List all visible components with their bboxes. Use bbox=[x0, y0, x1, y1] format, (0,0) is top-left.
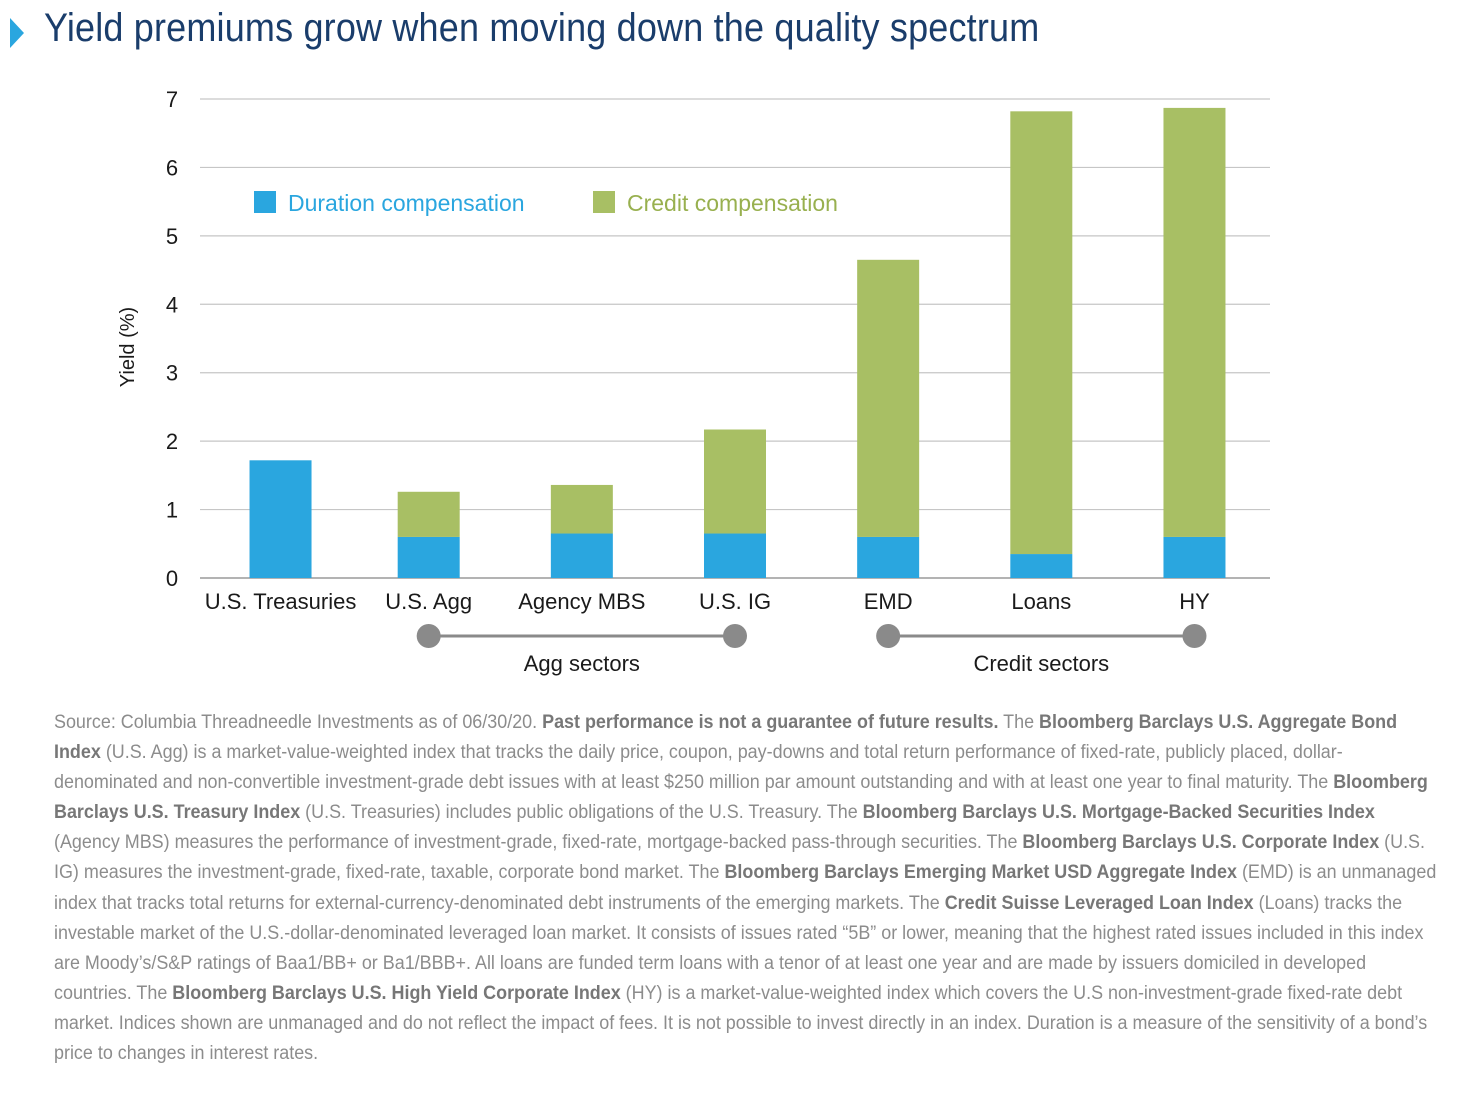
source-note-text: (U.S. Treasuries) includes public obliga… bbox=[300, 802, 863, 824]
x-tick-label: U.S. IG bbox=[699, 589, 771, 614]
source-note-bold-text: Past performance is not a guarantee of f… bbox=[542, 712, 999, 733]
stacked-bar-chart: 0 1 2 3 4 5 6 7 Yield (%) U.S. Treasuries U.S. A… bbox=[117, 87, 1270, 676]
duration-bar-hy bbox=[1163, 536, 1226, 578]
group-bracket-dot bbox=[876, 624, 901, 648]
source-note-bold-text: Credit Suisse Leveraged Loan Index bbox=[944, 892, 1254, 914]
source-note-text: Source: Columbia Threadneedle Investment… bbox=[54, 712, 543, 733]
chart-header: Yield premiums grow when moving down the… bbox=[0, 0, 1458, 70]
source-note-bold-text: Bloomberg Barclays Emerging Market USD A… bbox=[724, 862, 1237, 884]
x-tick-label: HY bbox=[1179, 589, 1210, 614]
group-bracket-dot bbox=[723, 624, 747, 648]
source-note-bold-text: Bloomberg Barclays U.S. High Yield Corpo… bbox=[172, 982, 621, 1004]
source-note-bold-text: Bloomberg Barclays U.S. Aggregate Bond I… bbox=[54, 712, 1398, 764]
legend-swatch bbox=[593, 191, 615, 213]
source-note-bold-text: Bloomberg Barclays U.S. Treasury Index bbox=[54, 772, 1428, 824]
y-tick-label: 0 bbox=[166, 566, 178, 591]
duration-bar-emd bbox=[857, 536, 920, 578]
group-label: Agg sectors bbox=[524, 651, 640, 676]
y-tick-label: 4 bbox=[166, 292, 178, 317]
x-tick-label: Loans bbox=[1011, 589, 1071, 614]
y-tick-label: 6 bbox=[166, 155, 178, 180]
credit-bar-agency-mbs bbox=[550, 484, 613, 534]
source-note-text: (U.S. IG) measures the investment-grade,… bbox=[54, 832, 1426, 884]
y-axis-ticks: 0 1 2 3 4 5 6 7 bbox=[166, 87, 178, 591]
y-tick-label: 1 bbox=[166, 498, 178, 523]
y-tick-label: 2 bbox=[166, 429, 178, 454]
group-label: Credit sectors bbox=[973, 651, 1109, 676]
source-note-bold-text: Bloomberg Barclays U.S. Corporate Index bbox=[1022, 832, 1380, 854]
credit-bar-emd bbox=[857, 259, 920, 537]
sector-groups: Agg sectors Credit sectors bbox=[416, 624, 1207, 676]
legend-label: Credit compensation bbox=[627, 190, 838, 216]
legend-label: Duration compensation bbox=[288, 190, 525, 216]
credit-bar-u-s-ig bbox=[704, 429, 766, 534]
x-tick-label: U.S. Treasuries bbox=[205, 589, 357, 614]
source-note-text: The bbox=[998, 712, 1040, 733]
credit-bar-u-s-agg bbox=[397, 491, 460, 537]
group-bracket-dot bbox=[416, 624, 441, 648]
gridlines bbox=[200, 98, 1270, 579]
legend: Duration compensation Credit compensation bbox=[254, 190, 838, 216]
credit-bar-hy bbox=[1163, 107, 1226, 537]
x-tick-label: U.S. Agg bbox=[385, 589, 472, 614]
source-note-text: (EMD) is an unmanaged index that tracks … bbox=[54, 862, 1437, 914]
source-note-text: (U.S. Agg) is a market-value-weighted in… bbox=[54, 742, 1343, 794]
bars bbox=[249, 107, 1226, 578]
duration-bar-loans bbox=[1010, 554, 1073, 578]
duration-bar-u-s-agg bbox=[397, 536, 460, 578]
x-tick-label: Agency MBS bbox=[518, 589, 645, 614]
duration-bar-u-s-treasuries bbox=[249, 460, 312, 578]
x-axis-labels: U.S. Treasuries U.S. Agg Agency MBS U.S. IG… bbox=[205, 589, 1210, 614]
y-tick-label: 5 bbox=[166, 224, 178, 249]
duration-bar-u-s-ig bbox=[704, 533, 766, 578]
y-tick-label: 7 bbox=[166, 87, 178, 112]
source-note-bold-text: Bloomberg Barclays U.S. Mortgage-Backed … bbox=[862, 802, 1375, 824]
y-axis-title: Yield (%) bbox=[117, 307, 139, 387]
chart-title: Yield premiums grow when moving down the… bbox=[44, 6, 1040, 50]
title-marker-triangle-icon bbox=[10, 18, 24, 48]
source-note-text: (Loans) tracks the investable market of … bbox=[54, 892, 1424, 1004]
y-tick-label: 3 bbox=[166, 361, 178, 386]
source-note-text: (Agency MBS) measures the performance of… bbox=[54, 832, 1023, 854]
source-note: Source: Columbia Threadneedle Investment… bbox=[54, 708, 1440, 1069]
source-note-text: (HY) is a market-value-weighted index wh… bbox=[54, 982, 1428, 1065]
credit-bar-loans bbox=[1010, 111, 1073, 555]
group-bracket-dot bbox=[1182, 624, 1207, 648]
legend-swatch bbox=[254, 191, 276, 213]
duration-bar-agency-mbs bbox=[550, 533, 613, 578]
x-tick-label: EMD bbox=[864, 589, 913, 614]
